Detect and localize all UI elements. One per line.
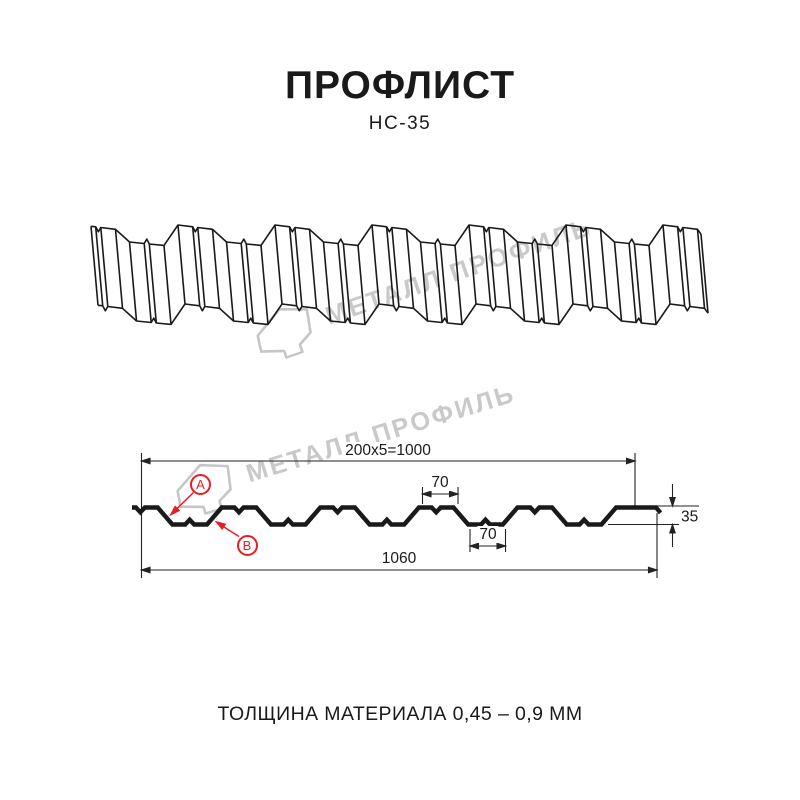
dimension-top-span: 200x5=1000 xyxy=(343,442,433,459)
callout-arrows xyxy=(169,491,240,538)
page-title: ПРОФЛИСТ xyxy=(284,64,516,107)
dimension-overall-width: 1060 xyxy=(379,550,419,567)
callout-marker-b: В xyxy=(236,534,258,556)
callout-letter-a: А xyxy=(196,476,205,492)
dimension-lines xyxy=(139,453,699,578)
profile-cross-section xyxy=(132,505,663,527)
callout-marker-a: А xyxy=(190,473,211,495)
metall-profil-logo-icon xyxy=(256,307,312,359)
dimension-trough-width: 70 xyxy=(477,526,499,543)
dimension-crest-width: 70 xyxy=(429,474,451,491)
profile-model-label: НС-35 xyxy=(368,113,432,134)
material-thickness-note: ТОЛЩИНА МАТЕРИАЛА 0,45 – 0,9 ММ xyxy=(217,703,583,725)
profile-3d-drawing xyxy=(90,224,709,326)
watermark-text: МЕТАЛЛ ПРОФИЛЬ xyxy=(321,212,596,331)
dimension-profile-height: 35 xyxy=(679,508,701,526)
watermark-upper: МЕТАЛЛ ПРОФИЛЬ xyxy=(244,202,599,368)
watermark-text: МЕТАЛЛ ПРОФИЛЬ xyxy=(242,379,519,488)
callout-letter-b: В xyxy=(242,537,252,553)
